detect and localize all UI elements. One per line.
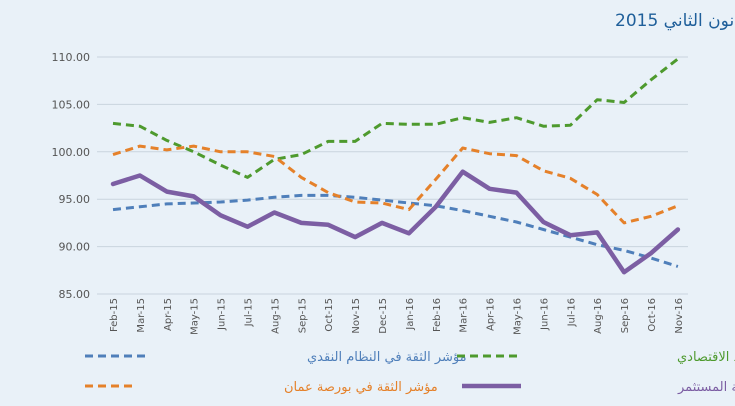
legend-label-4: المؤشر الأردني لثقة المستثمر — [677, 378, 735, 395]
y-tick-label: 90.00 — [59, 241, 91, 254]
y-tick-label: 95.00 — [59, 193, 91, 206]
y-tick-label: 85.00 — [59, 288, 91, 301]
x-tick-label: Dec-15 — [378, 298, 389, 334]
x-tick-label: Mar-15 — [136, 298, 147, 333]
x-tick-label: Mar-16 — [459, 298, 470, 333]
x-tick-label: Oct-15 — [324, 298, 335, 332]
x-tick-label: Jul-15 — [244, 298, 255, 327]
x-tick-label: Jul-16 — [566, 298, 577, 327]
x-tick-label: Sep-15 — [297, 298, 308, 333]
x-tick-label: Nov-16 — [674, 298, 685, 334]
x-tick-label: Apr-16 — [486, 298, 497, 331]
x-tick-label: Apr-15 — [163, 298, 174, 331]
legend-label-2: مؤشر الثقة في النشاط الاقتصادي — [677, 350, 735, 365]
series-line-4 — [110, 169, 681, 275]
grid — [97, 56, 688, 295]
x-tick-label: Jun-15 — [217, 298, 228, 331]
x-tick-label: Sep-16 — [620, 298, 631, 333]
x-tick-label: Jun-16 — [539, 298, 550, 331]
x-tick-label: Aug-16 — [593, 298, 604, 334]
legend-label-3: مؤشر الثقة في بورصة عمان — [284, 380, 438, 395]
y-tick-label: 110.00 — [52, 51, 91, 64]
x-axis: Feb-15 Mar-15 Apr-15 May-15 Jun-15 Jul-15 Aug-… — [109, 298, 685, 335]
series-line-2 — [112, 57, 679, 179]
legend-label-1: مؤشر الثقة في النظام النقدي — [307, 350, 467, 365]
chart-title: المؤشر الأردني لثقة المستثمر ومؤشراته ال… — [615, 10, 735, 31]
x-tick-label: Nov-15 — [351, 298, 362, 334]
series-line-1 — [112, 193, 679, 268]
series-line-3 — [112, 144, 679, 225]
x-tick-label: May-15 — [190, 298, 201, 335]
x-tick-label: Jan-16 — [405, 298, 416, 331]
legend: مؤشر الثقة في النظام النقدي مؤشر الثقة في… — [85, 350, 735, 395]
x-tick-label: Aug-15 — [270, 298, 281, 334]
y-axis: 85.00 90.00 95.00 100.00 105.00 110.00 — [52, 51, 91, 301]
y-tick-label: 100.00 — [52, 146, 91, 159]
x-tick-label: Feb-15 — [109, 298, 120, 332]
y-tick-label: 105.00 — [52, 98, 91, 111]
plot-area — [110, 57, 681, 275]
x-tick-label: May-16 — [513, 298, 524, 335]
x-tick-label: Oct-16 — [647, 298, 658, 332]
x-tick-label: Feb-16 — [432, 298, 443, 332]
